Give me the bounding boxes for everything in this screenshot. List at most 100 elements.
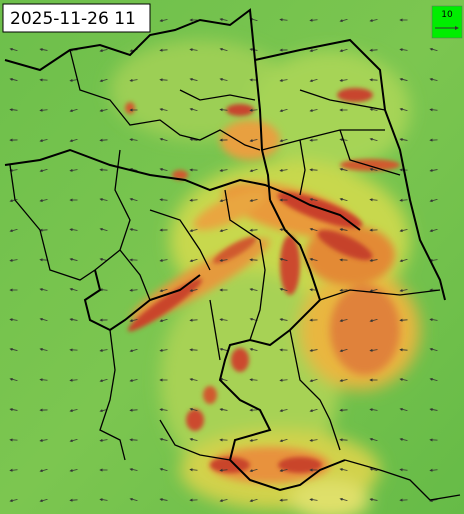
wind-arrow [309, 18, 318, 22]
wind-arrow [369, 198, 378, 202]
wind-arrow [249, 168, 258, 173]
wind-arrow [339, 19, 348, 23]
region-border [319, 289, 441, 301]
wind-arrow [309, 78, 318, 83]
wind-arrow [369, 107, 378, 112]
wind-arrow [129, 497, 138, 502]
wind-arrow [189, 228, 198, 233]
wind-arrow [279, 468, 288, 473]
wind-arrow [279, 139, 288, 143]
wind-arrow [429, 318, 438, 322]
region-border [149, 209, 211, 271]
wind-arrow [279, 257, 288, 261]
country-border [218, 199, 346, 492]
field-area [226, 104, 254, 116]
wind-arrow [69, 257, 78, 261]
wind-arrow [39, 469, 48, 473]
wind-arrow [219, 108, 228, 112]
wind-arrow [309, 227, 318, 232]
wind-arrow [399, 468, 408, 472]
region-border [224, 189, 266, 341]
region-border [344, 459, 461, 501]
wind-arrow [369, 348, 378, 352]
wind-arrow [9, 407, 18, 412]
field-area [125, 102, 135, 114]
legend-label: 10 [441, 10, 453, 20]
wind-arrow [159, 18, 168, 23]
region-border [289, 329, 341, 451]
wind-arrow [429, 377, 438, 381]
wind-arrow [99, 348, 108, 352]
wind-arrow [189, 198, 198, 202]
wind-arrow [429, 168, 438, 172]
wind-arrow [39, 168, 48, 173]
wind-arrow [279, 109, 288, 113]
wind-arrow [69, 168, 78, 172]
wind-arrow [69, 438, 78, 443]
wind-arrow [159, 348, 168, 352]
wind-arrow [159, 467, 168, 471]
wind-arrow [249, 287, 258, 292]
wind-arrow [159, 198, 168, 202]
region-border [114, 149, 151, 301]
wind-arrow [99, 197, 108, 202]
wind-arrow [69, 78, 78, 82]
wind-arrow [69, 139, 78, 143]
wind-arrow [219, 318, 228, 322]
wind-arrow [249, 108, 258, 112]
wind-arrow [159, 319, 168, 323]
wind-arrow [399, 437, 408, 442]
wind-arrow [279, 78, 288, 82]
field-area [280, 235, 300, 295]
wind-arrow [429, 47, 438, 52]
wind-arrow [279, 168, 288, 172]
wind-arrow [429, 199, 438, 203]
wind-arrow [399, 228, 408, 233]
wind-arrow [99, 78, 108, 83]
region-border [339, 129, 401, 176]
wind-arrow [429, 108, 438, 112]
wind-arrow [339, 49, 348, 53]
wind-arrow [39, 47, 48, 52]
wind-arrow [39, 378, 48, 382]
wind-arrow [429, 77, 438, 82]
field-area [340, 159, 400, 171]
wind-arrow [219, 77, 228, 82]
wind-arrow [249, 138, 258, 143]
wind-arrow [129, 318, 138, 323]
field-area [278, 457, 322, 473]
country-border [4, 148, 361, 231]
wind-arrow [159, 408, 168, 412]
wind-arrow [429, 258, 438, 262]
country-border [254, 38, 446, 301]
field-area [337, 88, 373, 102]
field-area [213, 236, 257, 264]
wind-arrow [189, 377, 198, 382]
wind-arrow [309, 48, 318, 53]
wind-arrow [219, 168, 228, 172]
wind-arrow [339, 288, 348, 292]
region-border [99, 329, 126, 461]
wind-arrow [249, 198, 258, 203]
wind-arrow [309, 348, 318, 352]
wind-arrow [39, 438, 48, 442]
wind-arrow [309, 409, 318, 413]
wind-arrow [9, 347, 18, 351]
wind-arrow [249, 378, 258, 382]
region-border [179, 89, 256, 101]
field-area [330, 285, 400, 375]
wind-arrow [159, 289, 168, 293]
wind-arrow [159, 167, 168, 172]
wind-arrow [399, 198, 408, 202]
wind-arrow [69, 317, 78, 322]
wind-arrow [129, 467, 138, 472]
wind-arrow [369, 319, 378, 323]
wind-arrow [129, 227, 138, 232]
field-area [186, 409, 204, 431]
wind-arrow [249, 499, 258, 503]
wind-arrow [69, 378, 78, 382]
wind-arrow [369, 467, 378, 471]
wind-arrow [9, 468, 18, 472]
wind-arrow [99, 227, 108, 232]
